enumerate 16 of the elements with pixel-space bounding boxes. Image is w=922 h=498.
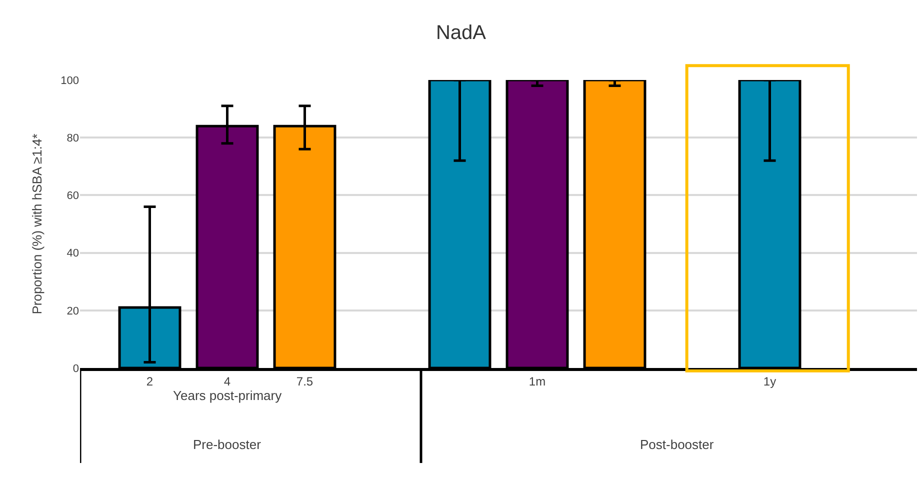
y-tick-label: 100 <box>60 74 79 87</box>
text: Post-booster <box>640 437 714 452</box>
y-tick-label: 80 <box>66 132 79 144</box>
x-tick-label: 7.5 <box>296 374 314 388</box>
text: Years post-primary <box>173 388 282 403</box>
chart-title: NadA <box>436 22 487 44</box>
text: Pre-booster <box>193 437 262 452</box>
y-tick-label: 60 <box>66 190 79 202</box>
x-tick-label: 2 <box>146 374 154 388</box>
x-tick-label: 4 <box>224 374 231 388</box>
y-tick-label: 40 <box>66 248 79 260</box>
y-tick-label: 20 <box>66 305 79 318</box>
y-tick-label: 0 <box>72 362 79 375</box>
y-axis-title: Proportion (%) with hSBA ≥1:4* <box>30 134 45 314</box>
x-tick-label: 1m <box>528 374 546 388</box>
x-tick-label: 1y <box>763 374 776 388</box>
